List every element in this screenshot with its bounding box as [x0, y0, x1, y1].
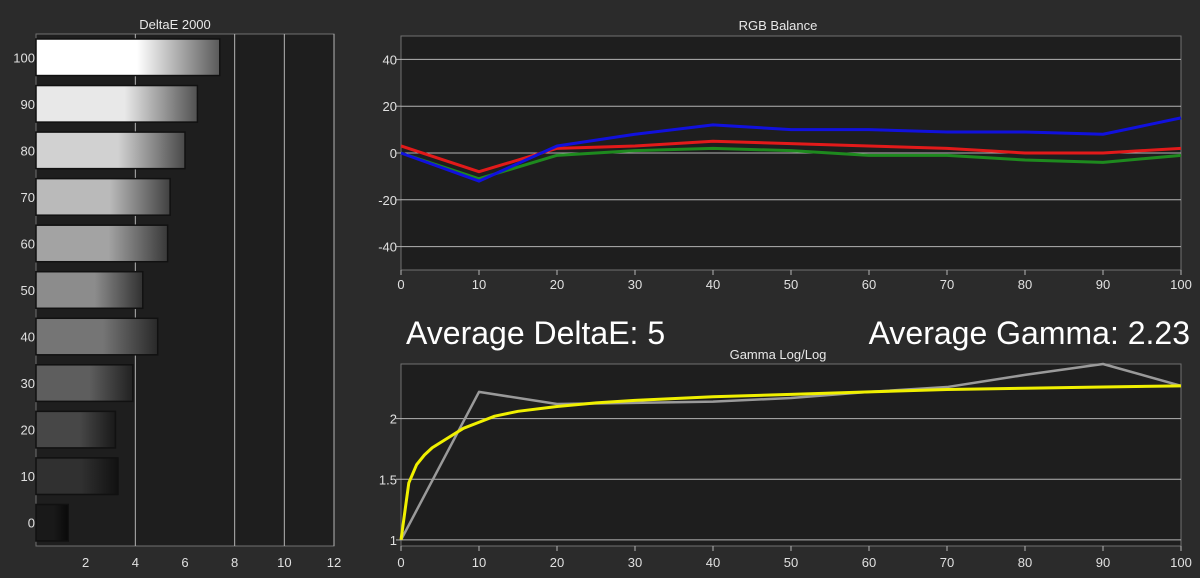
deltae-xtick-label: 8: [231, 555, 238, 570]
deltae-bar-90: [35, 84, 199, 123]
average-gamma-label: Average Gamma: 2.23: [869, 315, 1190, 351]
gamma-xtick-label: 30: [628, 555, 642, 570]
gamma-xtick-label: 60: [862, 555, 876, 570]
gamma-xtick-label: 90: [1096, 555, 1110, 570]
deltae-bar-0: [35, 503, 70, 542]
gamma-ytick-label: 1: [390, 533, 397, 548]
rgb-xtick-label: 70: [940, 277, 954, 292]
gamma-series-target: [399, 384, 1182, 541]
rgb-xtick-label: 80: [1018, 277, 1032, 292]
rgb-panel: RGB Balance 0 10 20 30 40 50 60 70 80 90 100 40 20 0…: [378, 18, 1192, 292]
deltae-xtick-label: 6: [181, 555, 188, 570]
average-deltae-label: Average DeltaE: 5: [406, 315, 665, 351]
gamma-plot-area: [400, 363, 1182, 547]
rgb-ytick-label: 0: [390, 146, 397, 161]
gamma-ytick-label: 1.5: [379, 472, 397, 487]
gamma-xtick-label: 0: [397, 555, 404, 570]
rgb-series-blue: [400, 116, 1182, 183]
gamma-title: Gamma Log/Log: [730, 347, 827, 362]
gamma-xtick-label: 80: [1018, 555, 1032, 570]
deltae-bar-40: [35, 317, 159, 356]
deltae-xtick-label: 2: [82, 555, 89, 570]
rgb-xtick-label: 0: [397, 277, 404, 292]
rgb-ytick-label: 20: [383, 99, 397, 114]
gamma-series-measured: [399, 362, 1182, 541]
gamma-panel: Gamma Log/Log 0 10 20 30 40 50 60 70 80 90 100 2 1.…: [379, 347, 1192, 570]
gamma-xtick-label: 10: [472, 555, 486, 570]
deltae-xtick-label: 4: [132, 555, 139, 570]
rgb-xtick-label: 60: [862, 277, 876, 292]
deltae-ytick-label: 20: [21, 423, 35, 438]
deltae-title: DeltaE 2000: [139, 17, 211, 32]
gamma-xtick-label: 100: [1170, 555, 1192, 570]
rgb-xtick-label: 10: [472, 277, 486, 292]
deltae-ytick-label: 40: [21, 330, 35, 345]
deltae-ytick-label: 60: [21, 236, 35, 251]
rgb-xtick-label: 40: [706, 277, 720, 292]
rgb-title: RGB Balance: [739, 18, 818, 33]
deltae-ytick-label: 50: [21, 283, 35, 298]
rgb-ytick-label: -20: [378, 193, 397, 208]
deltae-bar-10: [35, 457, 119, 496]
deltae-bar-50: [35, 270, 144, 310]
rgb-xtick-label: 20: [550, 277, 564, 292]
deltae-bar-20: [35, 410, 117, 449]
rgb-series-green: [400, 146, 1182, 181]
gamma-ytick-label: 2: [390, 412, 397, 427]
deltae-ytick-label: 70: [21, 190, 35, 205]
rgb-xtick-label: 50: [784, 277, 798, 292]
deltae-bar-70: [35, 177, 171, 216]
gamma-xtick-label: 20: [550, 555, 564, 570]
deltae-bar-30: [35, 364, 134, 403]
deltae-xtick-label: 10: [277, 555, 291, 570]
rgb-xtick-label: 100: [1170, 277, 1192, 292]
rgb-ytick-label: 40: [383, 52, 397, 67]
deltae-panel: DeltaE 2000 2 4 6 8 10 12 1009080706050403020…: [13, 17, 341, 570]
gamma-xtick-label: 70: [940, 555, 954, 570]
deltae-xtick-label: 12: [327, 555, 341, 570]
deltae-ytick-label: 30: [21, 376, 35, 391]
rgb-ytick-label: -40: [378, 240, 397, 255]
deltae-bar-100: [35, 38, 221, 77]
gamma-xtick-label: 40: [706, 555, 720, 570]
deltae-ytick-label: 90: [21, 97, 35, 112]
rgb-xtick-label: 30: [628, 277, 642, 292]
deltae-ytick-label: 100: [13, 50, 35, 65]
deltae-bar-80: [35, 131, 186, 170]
rgb-xtick-label: 90: [1096, 277, 1110, 292]
gamma-xtick-label: 50: [784, 555, 798, 570]
deltae-ytick-label: 80: [21, 143, 35, 158]
deltae-ytick-label: 0: [28, 516, 35, 531]
deltae-bar-60: [35, 224, 169, 263]
deltae-ytick-label: 10: [21, 469, 35, 484]
